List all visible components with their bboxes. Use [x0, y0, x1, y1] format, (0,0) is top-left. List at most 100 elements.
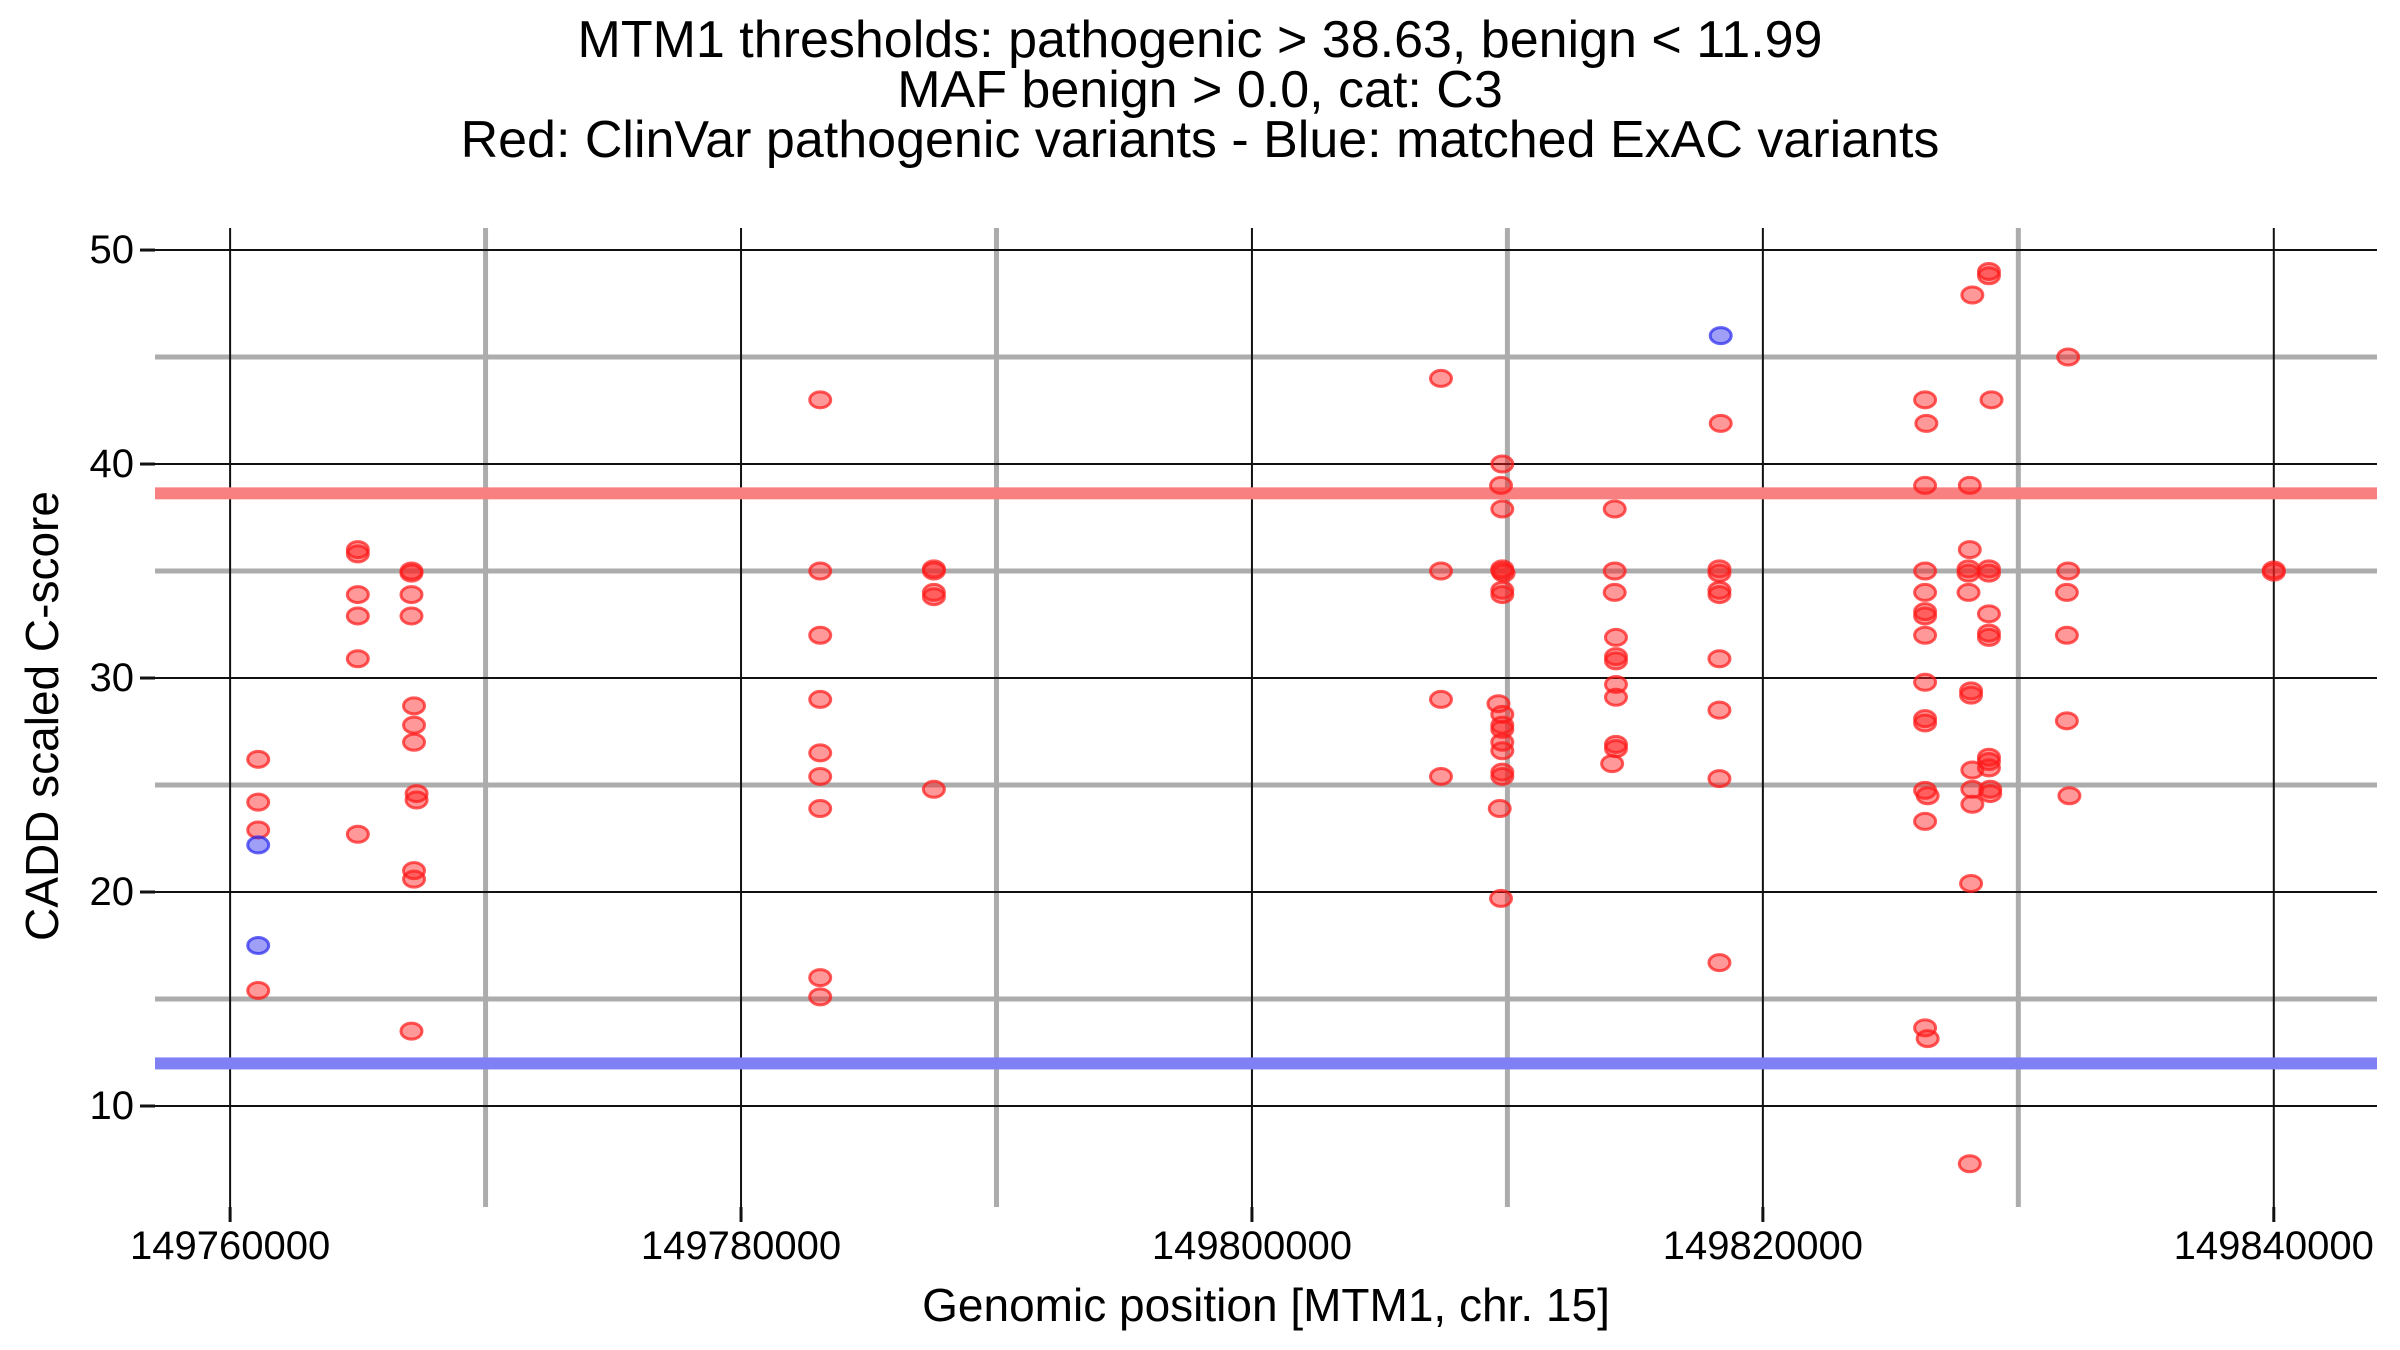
- clinvar-pathogenic-point: [1978, 784, 2003, 804]
- clinvar-pathogenic-point: [1956, 563, 1981, 583]
- clinvar-pathogenic-point: [1913, 713, 1938, 733]
- plot-title-line-1: MTM1 thresholds: pathogenic > 38.63, ben…: [577, 11, 1823, 69]
- clinvar-pathogenic-point: [345, 585, 370, 605]
- clinvar-pathogenic-point: [1707, 700, 1732, 720]
- clinvar-pathogenic-point: [1707, 769, 1732, 789]
- clinvar-pathogenic-point: [1603, 627, 1628, 647]
- clinvar-pathogenic-point: [1707, 953, 1732, 973]
- clinvar-pathogenic-point: [808, 987, 833, 1007]
- clinvar-pathogenic-point: [345, 649, 370, 669]
- x-tick-label: 149820000: [1662, 1224, 1863, 1268]
- clinvar-pathogenic-point: [1976, 563, 2001, 583]
- x-tick-label: 149800000: [1151, 1224, 1353, 1268]
- clinvar-pathogenic-point: [1976, 604, 2001, 624]
- clinvar-pathogenic-point: [1913, 811, 1938, 831]
- clinvar-pathogenic-point: [2054, 711, 2079, 731]
- clinvar-pathogenic-point: [1913, 606, 1938, 626]
- clinvar-pathogenic-point: [402, 715, 427, 735]
- clinvar-pathogenic-point: [1976, 751, 2001, 771]
- clinvar-pathogenic-point: [1490, 585, 1515, 605]
- clinvar-pathogenic-point: [2056, 561, 2081, 581]
- clinvar-pathogenic-point: [1957, 1154, 1982, 1174]
- clinvar-pathogenic-point: [1603, 674, 1628, 694]
- clinvar-pathogenic-point: [402, 696, 427, 716]
- clinvar-pathogenic-point: [1707, 649, 1732, 669]
- clinvar-pathogenic-point: [1914, 413, 1939, 433]
- clinvar-pathogenic-point: [1489, 888, 1514, 908]
- clinvar-pathogenic-point: [808, 968, 833, 988]
- clinvar-pathogenic-point: [1603, 739, 1628, 759]
- clinvar-pathogenic-point: [1602, 561, 1627, 581]
- clinvar-pathogenic-point: [2261, 562, 2286, 582]
- clinvar-pathogenic-point: [1913, 561, 1938, 581]
- clinvar-pathogenic-point: [808, 743, 833, 763]
- clinvar-pathogenic-point: [1957, 540, 1982, 560]
- clinvar-pathogenic-point: [1489, 475, 1514, 495]
- clinvar-pathogenic-point: [246, 980, 271, 1000]
- x-tick-label: 149760000: [129, 1224, 331, 1268]
- y-tick-label: 20: [89, 870, 135, 914]
- clinvar-pathogenic-point: [1490, 719, 1515, 739]
- clinvar-pathogenic-point: [1490, 499, 1515, 519]
- exac-matched-point: [246, 835, 271, 855]
- clinvar-pathogenic-point: [2054, 582, 2079, 602]
- clinvar-pathogenic-point: [921, 587, 946, 607]
- clinvar-pathogenic-point: [2054, 625, 2079, 645]
- clinvar-pathogenic-point: [1979, 390, 2004, 410]
- clinvar-pathogenic-point: [808, 390, 833, 410]
- clinvar-pathogenic-point: [1490, 454, 1515, 474]
- clinvar-pathogenic-point: [1603, 651, 1628, 671]
- clinvar-pathogenic-point: [1490, 741, 1515, 761]
- clinvar-pathogenic-point: [808, 799, 833, 819]
- clinvar-pathogenic-point: [1960, 285, 1985, 305]
- clinvar-pathogenic-point: [399, 1021, 424, 1041]
- clinvar-pathogenic-point: [246, 792, 271, 812]
- clinvar-pathogenic-point: [1957, 475, 1982, 495]
- clinvar-pathogenic-point: [402, 869, 427, 889]
- clinvar-pathogenic-point: [1428, 766, 1453, 786]
- clinvar-pathogenic-point: [345, 606, 370, 626]
- x-tick-label: 149840000: [2173, 1224, 2374, 1268]
- exac-matched-point: [1708, 326, 1733, 346]
- clinvar-pathogenic-point: [1960, 794, 1985, 814]
- clinvar-pathogenic-point: [1600, 754, 1625, 774]
- clinvar-pathogenic-point: [1708, 413, 1733, 433]
- y-tick-label: 40: [89, 442, 135, 487]
- clinvar-pathogenic-point: [1490, 766, 1515, 786]
- clinvar-pathogenic-point: [1913, 672, 1938, 692]
- clinvar-pathogenic-point: [2056, 347, 2081, 367]
- clinvar-pathogenic-point: [808, 561, 833, 581]
- clinvar-pathogenic-point: [399, 563, 424, 583]
- clinvar-pathogenic-point: [921, 561, 946, 581]
- clinvar-pathogenic-point: [1428, 561, 1453, 581]
- clinvar-pathogenic-point: [808, 766, 833, 786]
- plot-title-line-2: MAF benign > 0.0, cat: C3: [897, 61, 1503, 119]
- clinvar-pathogenic-point: [1487, 799, 1512, 819]
- x-axis-title: Genomic position [MTM1, chr. 15]: [922, 1279, 1610, 1331]
- benign-threshold-band: [155, 1057, 2377, 1070]
- clinvar-pathogenic-point: [1913, 625, 1938, 645]
- clinvar-pathogenic-point: [399, 606, 424, 626]
- clinvar-pathogenic-point: [1602, 499, 1627, 519]
- clinvar-pathogenic-point: [345, 824, 370, 844]
- clinvar-pathogenic-point: [1707, 563, 1732, 583]
- clinvar-pathogenic-point: [1491, 563, 1516, 583]
- clinvar-pathogenic-point: [1428, 689, 1453, 709]
- x-tick-label: 149780000: [640, 1224, 842, 1268]
- clinvar-pathogenic-point: [1915, 786, 1940, 806]
- clinvar-pathogenic-point: [1707, 585, 1732, 605]
- clinvar-pathogenic-point: [402, 732, 427, 752]
- clinvar-pathogenic-point: [404, 790, 429, 810]
- clinvar-pathogenic-point: [2057, 786, 2082, 806]
- clinvar-pathogenic-point: [1976, 266, 2001, 286]
- clinvar-pathogenic-point: [1913, 475, 1938, 495]
- clinvar-pathogenic-point: [1913, 582, 1938, 602]
- y-tick-label: 30: [89, 656, 135, 701]
- clinvar-pathogenic-point: [921, 779, 946, 799]
- clinvar-pathogenic-point: [1913, 390, 1938, 410]
- clinvar-pathogenic-point: [1603, 687, 1628, 707]
- clinvar-pathogenic-point: [399, 585, 424, 605]
- clinvar-pathogenic-point: [246, 749, 271, 769]
